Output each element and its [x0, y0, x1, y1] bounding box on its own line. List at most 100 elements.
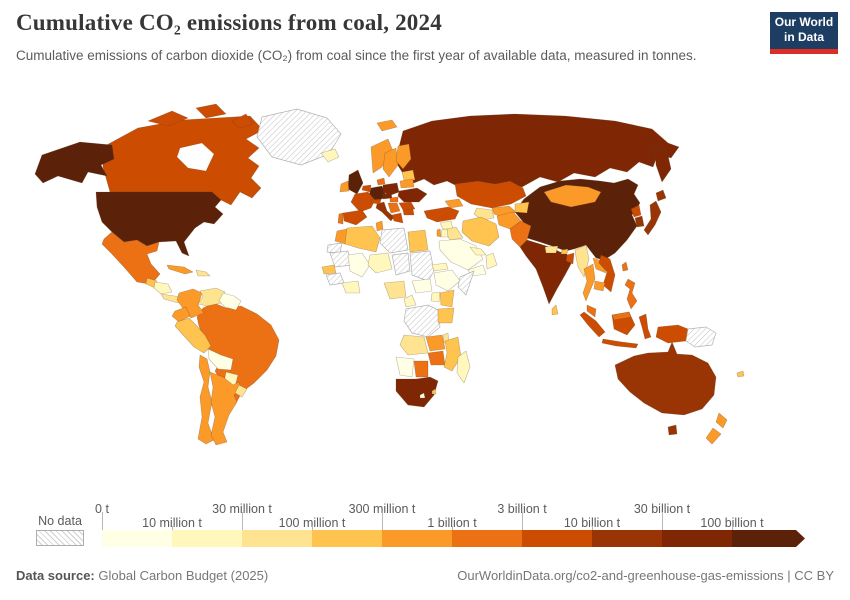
country-dr-congo[interactable]: Democratic Republic of Congo — [403, 304, 441, 338]
country-taiwan[interactable]: Taiwan — [621, 261, 629, 272]
legend-bin-5[interactable] — [382, 530, 452, 547]
country-bangladesh[interactable]: Bangladesh — [565, 252, 575, 265]
country-baltics[interactable]: Baltic states — [401, 169, 416, 181]
country-namibia[interactable]: Namibia — [395, 356, 415, 378]
country-philippines[interactable]: Philippines — [624, 278, 638, 310]
country-sri-lanka[interactable]: Sri Lanka — [551, 304, 559, 316]
legend-bin-7[interactable] — [522, 530, 592, 547]
country-north-korea[interactable]: North Korea — [630, 204, 642, 218]
country-south-africa[interactable]: South Africa — [395, 376, 439, 408]
legend-bin-4[interactable] — [312, 530, 382, 547]
country-caucasus[interactable]: Caucasus states — [444, 198, 464, 209]
country-spain[interactable]: Spain — [342, 209, 368, 226]
country-romania[interactable]: Romania — [398, 201, 416, 211]
country-tanzania[interactable]: Tanzania — [437, 307, 455, 324]
country-finland[interactable]: Finland — [395, 143, 412, 170]
country-uganda[interactable]: Uganda — [430, 291, 441, 303]
country-bolivia[interactable]: Bolivia — [207, 348, 234, 371]
country-chad[interactable]: Chad — [391, 252, 411, 276]
country-united-states-alaska[interactable]: United States — [34, 141, 115, 184]
country-russia[interactable]: Russia — [396, 113, 680, 190]
country-thailand[interactable]: Thailand — [582, 263, 596, 302]
country-canada-arctic-3[interactable]: Canada — [231, 113, 254, 129]
country-egypt[interactable]: Egypt — [407, 229, 429, 253]
country-svalbard[interactable]: Svalbard — [376, 119, 398, 132]
country-australia-tasmania[interactable]: Australia — [667, 424, 678, 436]
country-zambia[interactable]: Zambia — [425, 334, 446, 352]
country-niger[interactable]: Niger — [367, 252, 393, 274]
country-madagascar[interactable]: Madagascar — [456, 350, 471, 384]
country-mongolia[interactable]: Mongolia — [543, 184, 602, 208]
country-turkmenistan[interactable]: Turkmenistan — [473, 207, 495, 221]
country-laos[interactable]: Laos — [592, 257, 607, 274]
owid-logo[interactable]: Our World in Data — [770, 12, 838, 54]
country-new-zealand-south[interactable]: New Zealand — [705, 427, 722, 445]
country-canada-arctic-1[interactable]: Canada — [147, 110, 189, 127]
country-kenya[interactable]: Kenya — [439, 289, 455, 308]
legend-no-data-swatch[interactable] — [36, 530, 84, 546]
country-botswana[interactable]: Botswana — [413, 360, 429, 378]
country-indonesia-java[interactable]: Indonesia — [601, 338, 639, 349]
country-tunisia[interactable]: Tunisia — [375, 220, 384, 232]
country-senegal[interactable]: Senegal — [321, 264, 337, 275]
country-turkey[interactable]: Turkey — [423, 206, 460, 223]
country-syria[interactable]: Syria — [439, 220, 454, 230]
country-uruguay[interactable]: Uruguay — [234, 384, 248, 398]
country-papua-new-guinea[interactable]: Papua New Guinea — [685, 326, 717, 348]
country-gulf-states[interactable]: Gulf states — [469, 246, 487, 256]
country-pakistan[interactable]: Pakistan — [509, 220, 532, 248]
country-central-african-republic[interactable]: Central African Republic — [411, 278, 433, 294]
country-ecuador[interactable]: Ecuador — [171, 306, 191, 323]
country-hispaniola[interactable]: Dominican Republic / Haiti — [195, 269, 211, 277]
country-new-caledonia[interactable]: New Caledonia — [736, 370, 745, 378]
country-libya[interactable]: Libya — [379, 227, 409, 254]
country-united-kingdom[interactable]: United Kingdom — [347, 169, 364, 195]
country-oman[interactable]: Oman — [485, 252, 498, 270]
country-mozambique[interactable]: Mozambique — [443, 336, 462, 372]
country-cuba[interactable]: Cuba — [166, 264, 194, 275]
country-nigeria[interactable]: Nigeria — [383, 280, 407, 300]
country-australia[interactable]: Australia — [614, 341, 717, 416]
owid-url-link[interactable]: OurWorldinData.org/co2-and-greenhouse-ga… — [457, 568, 784, 583]
country-benelux[interactable]: Netherlands / Belgium — [361, 184, 372, 193]
country-balkans[interactable]: Western Balkans — [387, 202, 401, 214]
country-guyanas[interactable]: Guyana / Suriname — [218, 292, 242, 311]
country-vietnam[interactable]: Vietnam — [598, 254, 616, 293]
legend-bin-1[interactable] — [102, 530, 172, 547]
country-eswatini[interactable]: Eswatini — [431, 388, 437, 395]
country-greece[interactable]: Greece — [391, 212, 404, 224]
country-argentina[interactable]: Argentina — [209, 371, 242, 446]
legend-bin-6[interactable] — [452, 530, 522, 547]
country-guinea-region[interactable]: Guinea region — [325, 272, 345, 286]
country-kazakhstan[interactable]: Kazakhstan — [454, 180, 527, 209]
country-saudi-arabia[interactable]: Saudi Arabia — [438, 238, 484, 271]
country-colombia[interactable]: Colombia — [176, 288, 205, 319]
country-indonesia-sulawesi[interactable]: Indonesia — [638, 313, 652, 340]
country-ethiopia[interactable]: Ethiopia — [433, 269, 461, 292]
country-indonesia-sumatra[interactable]: Indonesia — [579, 311, 606, 338]
country-bhutan[interactable]: Bhutan — [560, 248, 569, 255]
country-honduras-nicaragua[interactable]: Honduras / Nicaragua — [153, 281, 173, 295]
country-hungary[interactable]: Hungary — [389, 196, 399, 203]
country-lesotho[interactable]: Lesotho — [419, 392, 426, 399]
country-mexico[interactable]: Mexico — [101, 231, 161, 285]
country-ukraine[interactable]: Ukraine — [397, 187, 428, 203]
country-malaysia-borneo[interactable]: Malaysia — [611, 311, 632, 321]
country-israel[interactable]: Israel — [436, 228, 442, 238]
country-nepal[interactable]: Nepal — [544, 245, 559, 254]
country-somalia[interactable]: Somalia — [457, 270, 475, 296]
country-peru[interactable]: Peru — [174, 317, 212, 354]
country-western-sahara[interactable]: Western Sahara — [326, 242, 343, 254]
country-cambodia[interactable]: Cambodia — [593, 280, 606, 292]
country-france[interactable]: France — [350, 191, 376, 213]
legend-bin-10[interactable] — [732, 530, 805, 547]
country-portugal[interactable]: Portugal — [337, 212, 344, 225]
legend-bin-3[interactable] — [242, 530, 312, 547]
legend-bin-2[interactable] — [172, 530, 242, 547]
country-algeria[interactable]: Algeria — [344, 225, 381, 253]
country-iran[interactable]: Iran — [461, 216, 500, 247]
country-eritrea[interactable]: Eritrea / Djibouti — [431, 262, 449, 272]
country-kyrgyzstan-tajikistan[interactable]: Kyrgyzstan / Tajikistan — [514, 201, 530, 214]
country-chile[interactable]: Chile — [197, 354, 215, 445]
country-italy[interactable]: Italy — [375, 201, 395, 222]
